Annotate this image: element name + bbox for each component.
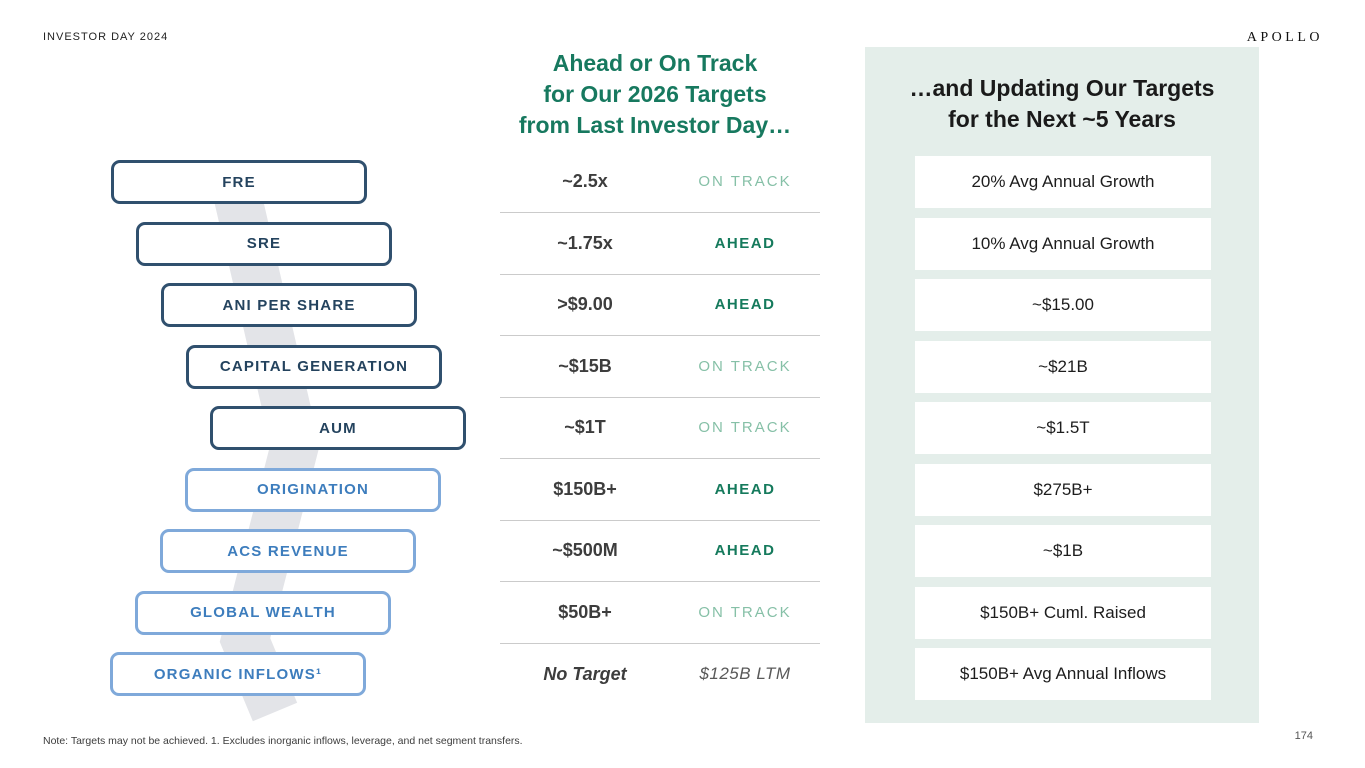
middle-column-title: Ahead or On Track for Our 2026 Targets f… <box>485 48 825 141</box>
metric-box-label: GLOBAL WEALTH <box>190 604 336 621</box>
metric-box-label: ANI PER SHARE <box>222 296 356 314</box>
current-value: ~$15B <box>558 355 612 376</box>
eyebrow-investor-day: INVESTOR DAY 2024 <box>43 31 169 43</box>
updated-target-value: $275B+ <box>1033 479 1093 499</box>
page-number: 174 <box>1294 730 1313 742</box>
updated-target-card-global-wealth: $150B+ Cuml. Raised <box>915 586 1211 639</box>
status-row-acs-revenue: ~$500M AHEAD <box>500 520 820 582</box>
status-row-fre: ~2.5x ON TRACK <box>500 151 820 213</box>
updated-target-card-organic-inflows: $150B+ Avg Annual Inflows <box>915 648 1211 700</box>
updated-target-card-sre: 10% Avg Annual Growth <box>915 217 1211 270</box>
metric-box-label: AUM <box>319 419 357 437</box>
status-row-organic-inflows: No Target $125B LTM <box>500 643 820 705</box>
status-badge: ON TRACK <box>698 357 792 375</box>
status-badge: ON TRACK <box>698 603 792 621</box>
updated-target-value: 10% Avg Annual Growth <box>971 233 1155 253</box>
metric-box-aum: AUM <box>210 406 466 450</box>
middle-title-line-2: for Our 2026 Targets <box>543 81 767 107</box>
footnote: Note: Targets may not be achieved. 1. Ex… <box>43 735 523 747</box>
updated-target-value: ~$21B <box>1038 356 1088 376</box>
updated-target-value: ~$1B <box>1042 541 1084 560</box>
updated-target-value: $150B+ Cuml. Raised <box>980 602 1146 622</box>
updated-target-card-acs-revenue: ~$1B <box>915 525 1211 577</box>
panel-title-line-2: for the Next ~5 Years <box>948 106 1176 132</box>
status-row-sre: ~1.75x AHEAD <box>500 213 820 275</box>
updated-target-value: $150B+ Avg Annual Inflows <box>959 664 1167 683</box>
status-badge: ON TRACK <box>698 173 792 190</box>
current-value: ~2.5x <box>562 171 608 191</box>
status-badge: AHEAD <box>714 296 776 313</box>
current-value: ~1.75x <box>557 232 613 253</box>
current-value: $150B+ <box>553 478 617 499</box>
metric-box-label: ORGANIC INFLOWS¹ <box>153 665 323 683</box>
status-row-aum: ~$1T ON TRACK <box>500 397 820 459</box>
metric-box-label: SRE <box>246 235 282 252</box>
metric-box-fre: FRE <box>111 160 367 204</box>
panel-title: …and Updating Our Targets for the Next ~… <box>865 73 1259 135</box>
metric-box-label: ACS REVENUE <box>227 542 349 560</box>
updated-target-card-ani-per-share: ~$15.00 <box>915 279 1211 331</box>
metric-box-label: FRE <box>222 173 256 191</box>
updated-target-value: ~$1.5T <box>1036 418 1090 437</box>
updated-target-card-aum: ~$1.5T <box>915 402 1211 454</box>
current-value: $50B+ <box>558 601 612 622</box>
metric-box-organic-inflows: ORGANIC INFLOWS¹ <box>110 652 366 696</box>
updated-target-card-fre: 20% Avg Annual Growth <box>915 156 1211 208</box>
metric-box-sre: SRE <box>136 221 392 266</box>
metric-box-label: CAPITAL GENERATION <box>219 358 409 375</box>
status-row-capital-generation: ~$15B ON TRACK <box>500 336 820 398</box>
metric-box-ani-per-share: ANI PER SHARE <box>161 283 417 327</box>
updated-targets-panel: …and Updating Our Targets for the Next ~… <box>865 47 1259 723</box>
metric-box-global-wealth: GLOBAL WEALTH <box>135 590 391 635</box>
current-value: ~$1T <box>564 417 606 437</box>
status-badge: $125B LTM <box>699 664 791 683</box>
status-row-global-wealth: $50B+ ON TRACK <box>500 582 820 644</box>
updated-target-card-capital-generation: ~$21B <box>915 340 1211 393</box>
metric-box-origination: ORIGINATION <box>185 467 441 512</box>
current-value: >$9.00 <box>557 294 613 314</box>
status-badge: AHEAD <box>714 542 776 559</box>
apollo-logo: APOLLO <box>1246 30 1323 45</box>
status-badge: ON TRACK <box>698 419 792 436</box>
current-value: ~$500M <box>552 540 618 560</box>
metric-box-label: ORIGINATION <box>256 481 370 498</box>
updated-target-value: 20% Avg Annual Growth <box>971 172 1155 191</box>
metric-box-capital-generation: CAPITAL GENERATION <box>186 344 442 389</box>
middle-title-line-1: Ahead or On Track <box>552 50 758 76</box>
updated-target-card-origination: $275B+ <box>915 463 1211 516</box>
status-badge: AHEAD <box>714 234 776 252</box>
status-row-ani-per-share: >$9.00 AHEAD <box>500 274 820 336</box>
status-badge: AHEAD <box>714 480 776 498</box>
updated-target-value: ~$15.00 <box>1032 295 1094 314</box>
middle-title-line-3: from Last Investor Day… <box>518 112 792 138</box>
metric-box-acs-revenue: ACS REVENUE <box>160 529 416 573</box>
panel-title-line-1: …and Updating Our Targets <box>909 75 1215 101</box>
status-row-origination: $150B+ AHEAD <box>500 459 820 521</box>
current-value: No Target <box>543 663 627 684</box>
